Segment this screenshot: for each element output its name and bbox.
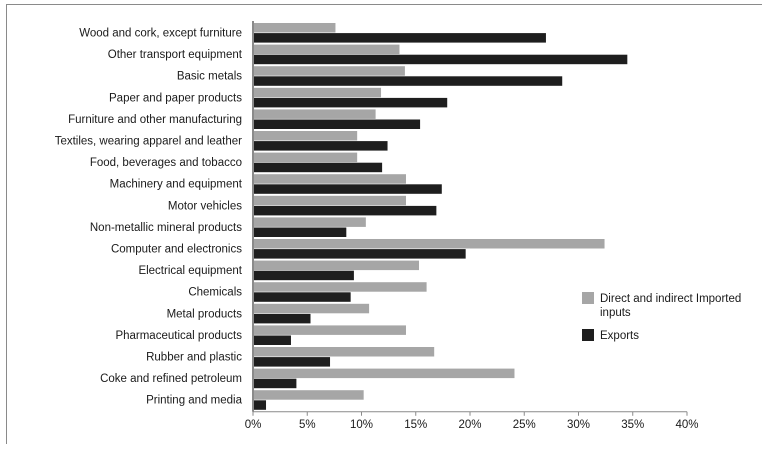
x-tick-label: 35% <box>621 419 644 431</box>
bar-imported-inputs <box>253 174 406 184</box>
category-label: Rubber and plastic <box>146 352 242 364</box>
bar-exports <box>253 270 354 281</box>
legend-swatch-exports <box>582 329 594 341</box>
category-label: Machinery and equipment <box>110 179 243 191</box>
bar-exports <box>253 141 388 151</box>
bar-exports <box>253 54 628 65</box>
legend-label-exports: Exports <box>600 330 639 342</box>
bar-imported-inputs <box>253 195 406 206</box>
x-tick-label: 40% <box>675 419 698 431</box>
bar-imported-inputs <box>253 368 515 379</box>
bar-imported-inputs <box>253 87 382 98</box>
bar-exports <box>253 400 267 410</box>
category-label: Computer and electronics <box>111 244 242 256</box>
category-label: Pharmaceutical products <box>115 330 242 342</box>
bar-exports <box>253 97 448 108</box>
x-tick-label: 15% <box>404 419 427 431</box>
x-tick-label: 30% <box>567 419 590 431</box>
bar-imported-inputs <box>253 282 427 292</box>
bar-exports <box>253 227 347 237</box>
bar-imported-inputs <box>253 347 435 357</box>
x-tick-label: 5% <box>299 419 316 431</box>
bar-exports <box>253 357 331 367</box>
bar-imported-inputs <box>253 260 420 271</box>
legend-swatch-imported-inputs <box>582 292 594 304</box>
bar-exports <box>253 292 351 302</box>
bar-imported-inputs <box>253 131 358 141</box>
bar-exports <box>253 76 563 86</box>
category-labels: Wood and cork, except furniture Other tra… <box>55 28 243 407</box>
x-axis: 0% 5% 10% 15% 20% 25% 30% 35% 40% <box>245 21 699 431</box>
category-label: Motor vehicles <box>168 200 242 212</box>
bar-exports <box>253 119 421 129</box>
bar-exports <box>253 249 466 259</box>
x-tick-label: 10% <box>350 419 373 431</box>
chart-frame <box>6 4 762 444</box>
category-label: Food, beverages and tobacco <box>90 157 242 169</box>
category-label: Non-metallic mineral products <box>90 222 242 234</box>
bar-exports <box>253 378 297 389</box>
x-tick-label: 20% <box>458 419 481 431</box>
category-label: Furniture and other manufacturing <box>68 114 242 126</box>
bar-imported-inputs <box>253 217 366 227</box>
bar-imported-inputs <box>253 66 405 76</box>
bar-imported-inputs <box>253 390 364 400</box>
category-label: Other transport equipment <box>108 49 243 61</box>
bar-exports <box>253 33 546 43</box>
category-label: Metal products <box>167 308 243 320</box>
bar-exports <box>253 313 311 324</box>
bar-imported-inputs <box>253 44 400 55</box>
category-label: Coke and refined petroleum <box>100 373 242 385</box>
bar-imported-inputs <box>253 325 406 335</box>
bar-exports <box>253 184 442 194</box>
legend-label-imported-inputs: Direct and indirect Imported inputs <box>600 293 741 319</box>
category-label: Chemicals <box>188 287 242 299</box>
x-tick-label: 25% <box>513 419 536 431</box>
bar-exports <box>253 162 383 173</box>
category-label: Wood and cork, except furniture <box>79 28 242 40</box>
bar-imported-inputs <box>253 109 376 119</box>
x-tick-label: 0% <box>245 419 262 431</box>
bar-imported-inputs <box>253 23 336 33</box>
bar-imported-inputs <box>253 303 370 314</box>
legend: Direct and indirect Imported inputs Export… <box>582 292 741 342</box>
bar-exports <box>253 205 437 216</box>
category-label: Electrical equipment <box>138 265 242 277</box>
bar-exports <box>253 335 291 345</box>
bar-imported-inputs <box>253 152 358 163</box>
bar-imported-inputs <box>253 239 605 249</box>
bars-group <box>253 23 628 410</box>
category-label: Printing and media <box>146 395 242 407</box>
category-label: Basic metals <box>177 71 242 83</box>
category-label: Textiles, wearing apparel and leather <box>55 136 242 148</box>
category-label: Paper and paper products <box>109 92 242 104</box>
